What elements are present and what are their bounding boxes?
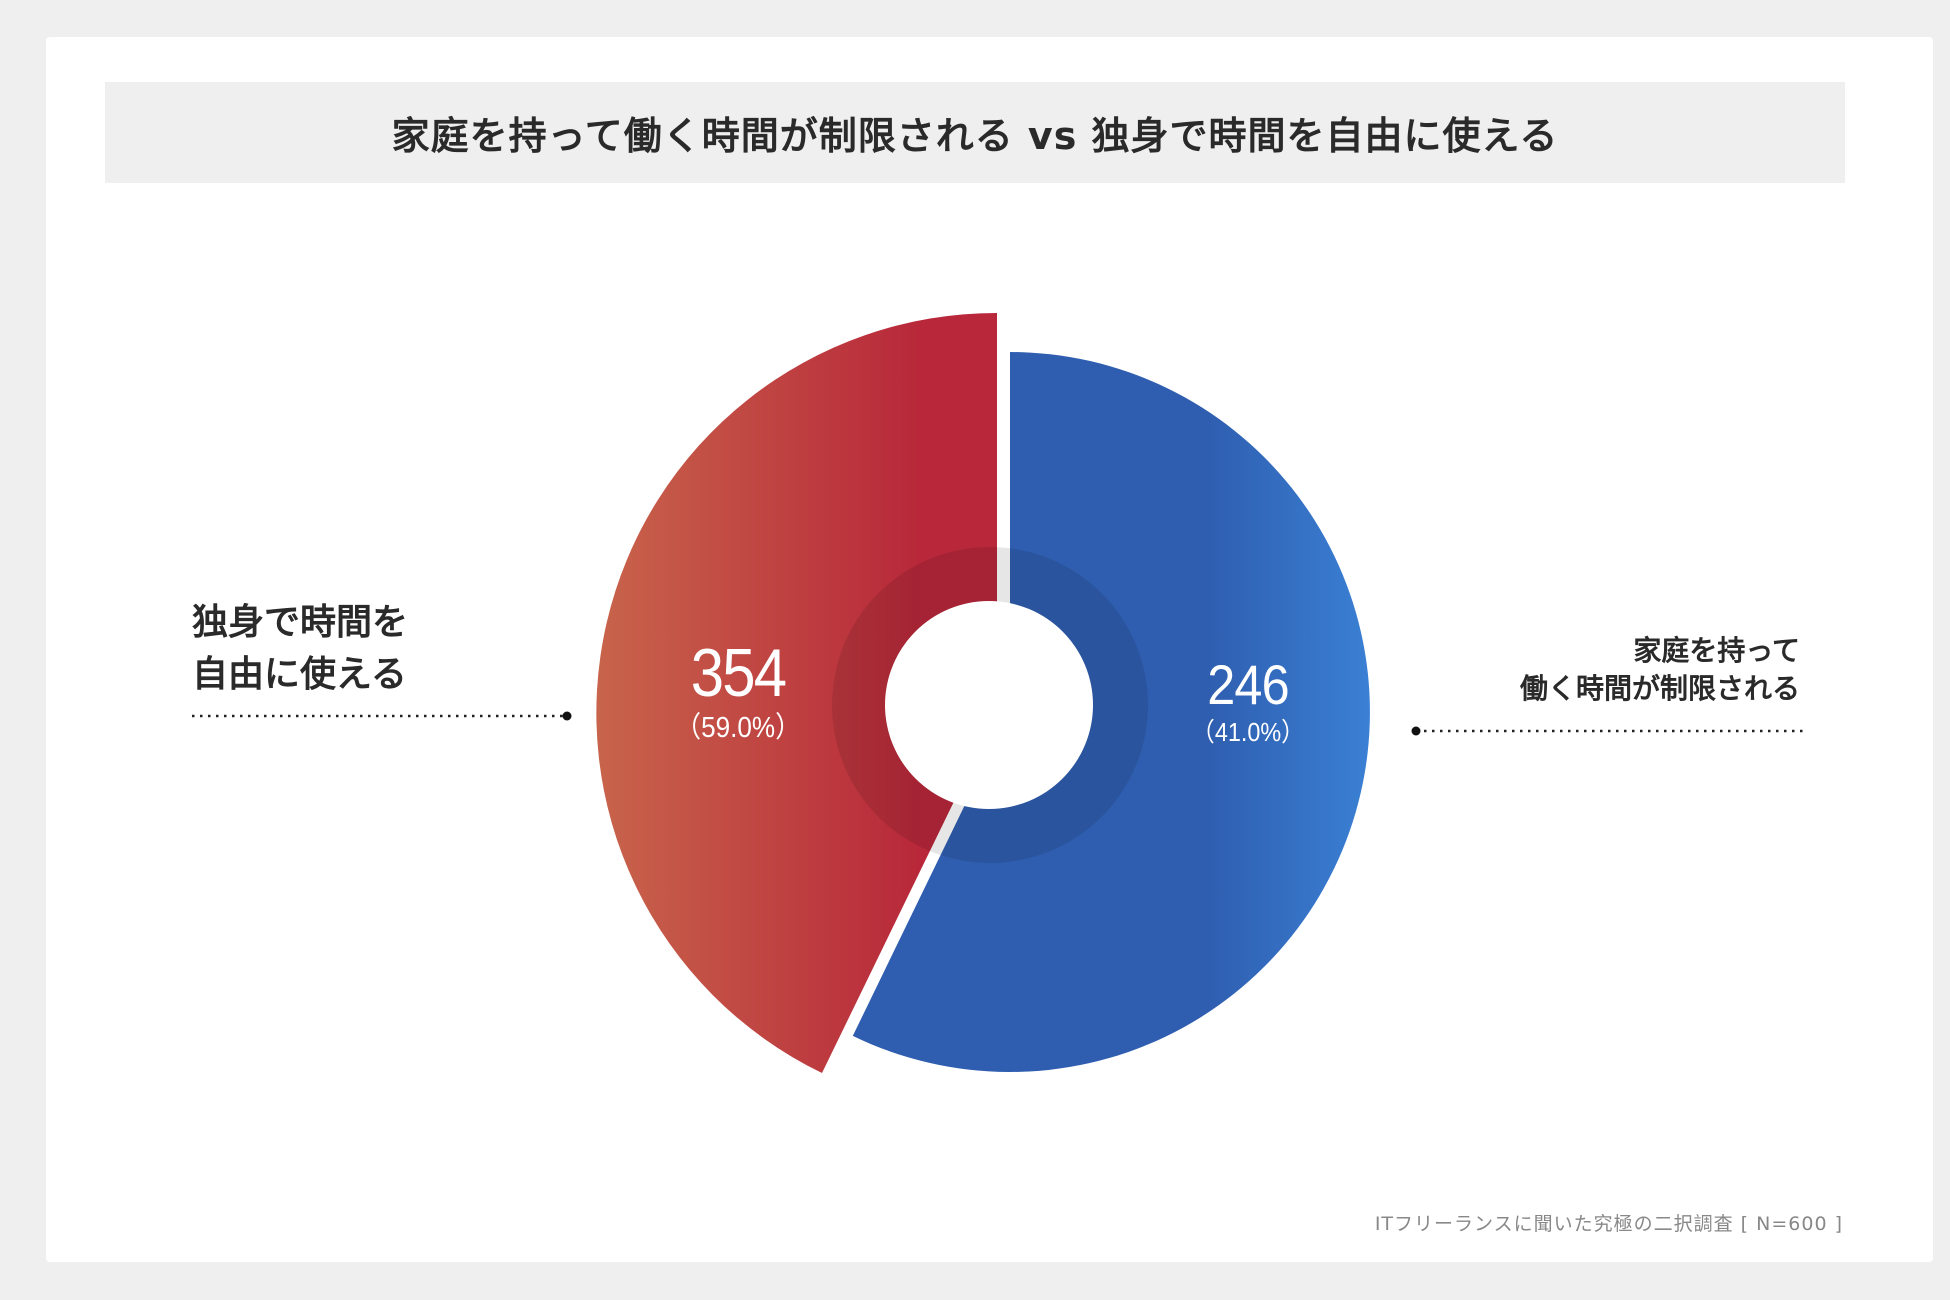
donut-hole bbox=[885, 601, 1093, 809]
title-bar: 家庭を持って働く時間が制限される vs 独身で時間を自由に使える bbox=[105, 82, 1845, 183]
label-right: 家庭を持って 働く時間が制限される bbox=[1520, 632, 1800, 708]
slice-red-percent: （59.0%） bbox=[675, 712, 802, 744]
slice-red-value: 354 （59.0%） bbox=[668, 636, 808, 746]
slice-blue-percent: （41.0%） bbox=[1191, 717, 1305, 747]
slice-red-count: 354 bbox=[690, 635, 787, 711]
footnote: ITフリーランスに聞いた究極の二択調査 [ N=600 ] bbox=[1374, 1213, 1843, 1235]
label-left-line2: 自由に使える bbox=[192, 654, 407, 695]
label-left: 独身で時間を 自由に使える bbox=[192, 597, 408, 701]
slice-red[interactable] bbox=[596, 312, 997, 1073]
chart-title: 家庭を持って働く時間が制限される vs 独身で時間を自由に使える bbox=[391, 114, 1559, 158]
label-right-line2: 働く時間が制限される bbox=[1519, 672, 1800, 705]
slice-blue-count: 246 bbox=[1207, 653, 1289, 716]
leader-dot-right bbox=[1411, 726, 1421, 736]
label-left-line1: 独身で時間を bbox=[192, 602, 409, 643]
label-right-line1: 家庭を持って bbox=[1633, 634, 1800, 667]
slice-blue[interactable] bbox=[852, 352, 1370, 1072]
slice-blue-value: 246 （41.0%） bbox=[1178, 655, 1318, 749]
leader-dot-left bbox=[562, 711, 572, 721]
